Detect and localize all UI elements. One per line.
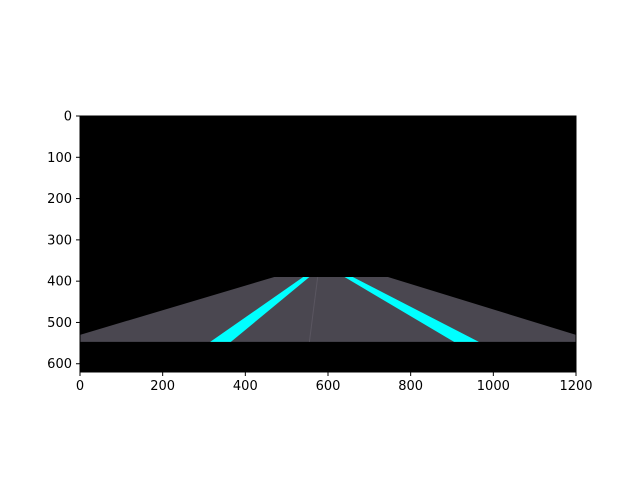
x-tick-label: 1200 [559, 379, 592, 394]
left-lane-marking [210, 277, 310, 342]
y-tick-label: 600 [47, 357, 72, 372]
x-tick-label: 0 [76, 379, 84, 394]
y-tick-label: 500 [47, 316, 72, 331]
x-tick-label: 800 [398, 379, 423, 394]
road-center-seam [308, 276, 319, 342]
x-tick-label: 1000 [477, 379, 510, 394]
y-tick-label: 0 [64, 110, 72, 125]
y-tick-label: 300 [47, 233, 72, 248]
x-tick-label: 200 [150, 379, 175, 394]
y-tick-label: 200 [47, 192, 72, 207]
plot-area [79, 115, 577, 373]
y-axis: 0 100 200 300 400 500 600 [47, 110, 80, 372]
road-surface [80, 277, 576, 342]
x-tick-label: 600 [316, 379, 341, 394]
y-tick-label: 100 [47, 151, 72, 166]
x-axis: 0 200 400 600 800 1000 1200 [76, 372, 593, 394]
y-tick-label: 400 [47, 275, 72, 290]
right-lane-marking [344, 277, 479, 342]
x-tick-label: 400 [233, 379, 258, 394]
